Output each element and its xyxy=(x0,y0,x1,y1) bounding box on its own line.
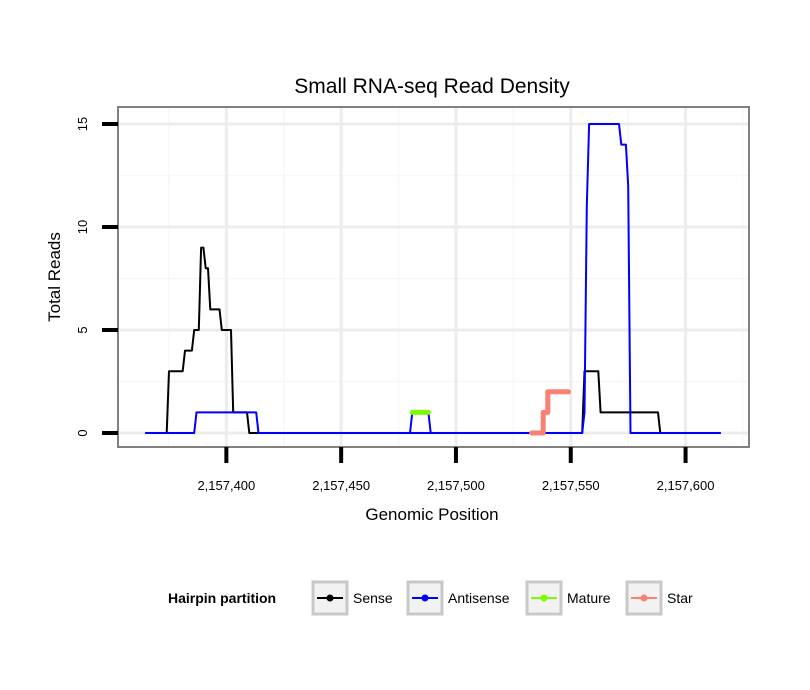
series-line-sense xyxy=(145,246,721,434)
chart-title: Small RNA-seq Read Density xyxy=(294,75,570,98)
x-axis: 2,157,400 2,157,450 2,157,500 2,157,550 2,15… xyxy=(197,447,714,493)
y-tick-label: 5 xyxy=(75,326,90,333)
x-tick-label: 2,157,450 xyxy=(312,478,370,493)
legend-entry-sense: Sense xyxy=(311,580,393,616)
panel-border xyxy=(117,106,750,448)
legend: Hairpin partition Sense Antisense Mature St… xyxy=(168,580,693,616)
y-axis-label: Total Reads xyxy=(45,232,64,322)
legend-key-point xyxy=(640,594,648,602)
panel-background xyxy=(118,107,749,447)
grid-lines xyxy=(118,107,749,447)
legend-label: Mature xyxy=(567,590,611,606)
legend-entry-antisense: Antisense xyxy=(406,580,510,616)
y-tick-label: 0 xyxy=(75,429,90,436)
series-line-star xyxy=(529,389,571,436)
legend-label: Star xyxy=(667,590,693,606)
x-tick-label: 2,157,600 xyxy=(657,478,715,493)
legend-label: Antisense xyxy=(448,590,510,606)
legend-title: Hairpin partition xyxy=(168,590,276,606)
legend-key-point xyxy=(540,594,548,602)
legend-key-point xyxy=(421,594,429,602)
x-axis-label: Genomic Position xyxy=(365,505,498,524)
series-line-antisense xyxy=(145,123,721,434)
x-tick-label: 2,157,400 xyxy=(197,478,255,493)
x-tick-label: 2,157,550 xyxy=(542,478,600,493)
legend-entries: Sense Antisense Mature Star xyxy=(311,580,693,616)
plot-panel xyxy=(117,106,750,448)
legend-entry-star: Star xyxy=(625,580,693,616)
series-layer xyxy=(145,123,721,436)
y-axis: 0 5 10 15 xyxy=(75,117,118,437)
x-tick-label: 2,157,500 xyxy=(427,478,485,493)
legend-entry-mature: Mature xyxy=(525,580,611,616)
legend-label: Sense xyxy=(353,590,393,606)
legend-key-point xyxy=(326,594,334,602)
y-tick-label: 10 xyxy=(75,220,90,234)
y-tick-label: 15 xyxy=(75,117,90,131)
